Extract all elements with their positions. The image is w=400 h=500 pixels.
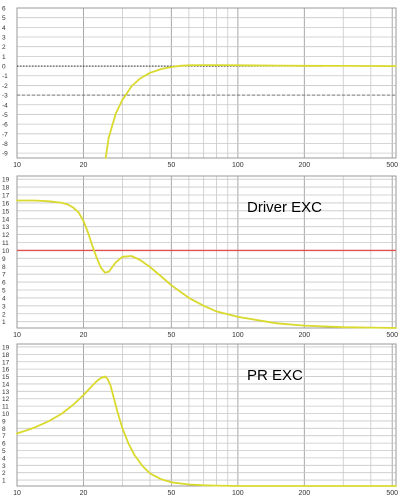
y-tick-label: 7 xyxy=(2,272,6,279)
x-tick-label: 10 xyxy=(13,162,21,169)
plot-area xyxy=(17,176,396,328)
y-tick-label: 1 xyxy=(2,54,6,61)
y-tick-label: -7 xyxy=(2,131,8,138)
y-tick-label: 19 xyxy=(2,177,10,184)
series-curve xyxy=(16,199,397,329)
y-tick-label: 15 xyxy=(2,374,10,381)
x-tick-label: 100 xyxy=(232,490,244,497)
y-tick-label: 9 xyxy=(2,256,6,263)
plot-area xyxy=(17,8,396,158)
y-tick-label: 12 xyxy=(2,396,10,403)
plot-area xyxy=(17,344,396,486)
x-tick-label: 50 xyxy=(167,162,175,169)
y-tick-label: 6 xyxy=(2,441,6,448)
y-tick-label: 8 xyxy=(2,426,6,433)
y-tick-label: 2 xyxy=(2,470,6,477)
series-curve xyxy=(104,64,397,159)
x-tick-label: 20 xyxy=(80,162,88,169)
y-tick-label: 19 xyxy=(2,344,10,351)
y-tick-label: 4 xyxy=(2,25,6,32)
y-tick-label: 16 xyxy=(2,200,10,207)
x-tick-label: 500 xyxy=(386,332,398,339)
y-tick-label: 16 xyxy=(2,367,10,374)
x-tick-label: 50 xyxy=(167,490,175,497)
x-tick-label: 500 xyxy=(386,162,398,169)
y-tick-label: -2 xyxy=(2,83,8,90)
y-tick-label: 11 xyxy=(2,240,9,247)
y-tick-label: 5 xyxy=(2,15,6,22)
plot-frame xyxy=(16,175,397,329)
y-tick-label: 2 xyxy=(2,311,6,318)
y-tick-label: 2 xyxy=(2,44,6,51)
x-tick-label: 100 xyxy=(232,332,244,339)
y-tick-label: 7 xyxy=(2,433,6,440)
y-tick-label: 18 xyxy=(2,352,10,359)
y-tick-label: 4 xyxy=(2,295,6,302)
x-tick-label: 100 xyxy=(232,162,244,169)
x-tick-label: 10 xyxy=(13,332,21,339)
y-tick-label: 1 xyxy=(2,478,6,485)
chart-annotation: Driver EXC xyxy=(247,199,322,216)
y-tick-label: 4 xyxy=(2,455,6,462)
y-tick-label: 10 xyxy=(2,411,10,418)
y-tick-label: 8 xyxy=(2,264,6,271)
y-tick-label: 14 xyxy=(2,381,10,388)
x-tick-label: 10 xyxy=(13,490,21,497)
y-tick-label: 3 xyxy=(2,35,6,42)
y-tick-label: 5 xyxy=(2,288,6,295)
y-tick-label: 3 xyxy=(2,303,6,310)
plot-frame xyxy=(16,7,397,159)
y-tick-label: 9 xyxy=(2,418,6,425)
x-tick-label: 500 xyxy=(386,490,398,497)
series-curve xyxy=(16,375,397,487)
y-tick-label: 1 xyxy=(2,319,6,326)
y-tick-label: 17 xyxy=(2,359,10,366)
y-tick-label: 5 xyxy=(2,448,6,455)
y-tick-label: 13 xyxy=(2,224,10,231)
y-tick-label: -9 xyxy=(2,151,8,158)
y-tick-label: 12 xyxy=(2,232,10,239)
y-tick-label: 13 xyxy=(2,389,10,396)
x-tick-label: 50 xyxy=(167,332,175,339)
y-tick-label: -1 xyxy=(2,73,8,80)
y-tick-label: -3 xyxy=(2,93,8,100)
y-tick-label: -5 xyxy=(2,112,8,119)
y-tick-label: 6 xyxy=(2,6,6,13)
y-tick-label: 10 xyxy=(2,248,10,255)
x-tick-label: 20 xyxy=(80,490,88,497)
y-tick-label: 0 xyxy=(2,64,6,71)
y-tick-label: 14 xyxy=(2,216,10,223)
y-tick-label: 18 xyxy=(2,185,10,192)
chart-annotation: PR EXC xyxy=(247,367,303,384)
x-tick-label: 200 xyxy=(299,332,311,339)
y-tick-label: 11 xyxy=(2,404,9,411)
y-tick-label: 3 xyxy=(2,463,6,470)
y-tick-label: 15 xyxy=(2,208,10,215)
y-tick-label: -6 xyxy=(2,122,8,129)
y-tick-label: -8 xyxy=(2,141,8,148)
x-tick-label: 200 xyxy=(299,490,311,497)
y-tick-label: -4 xyxy=(2,102,8,109)
x-tick-label: 20 xyxy=(80,332,88,339)
x-tick-label: 200 xyxy=(299,162,311,169)
y-tick-label: 17 xyxy=(2,193,10,200)
y-tick-label: 6 xyxy=(2,280,6,287)
